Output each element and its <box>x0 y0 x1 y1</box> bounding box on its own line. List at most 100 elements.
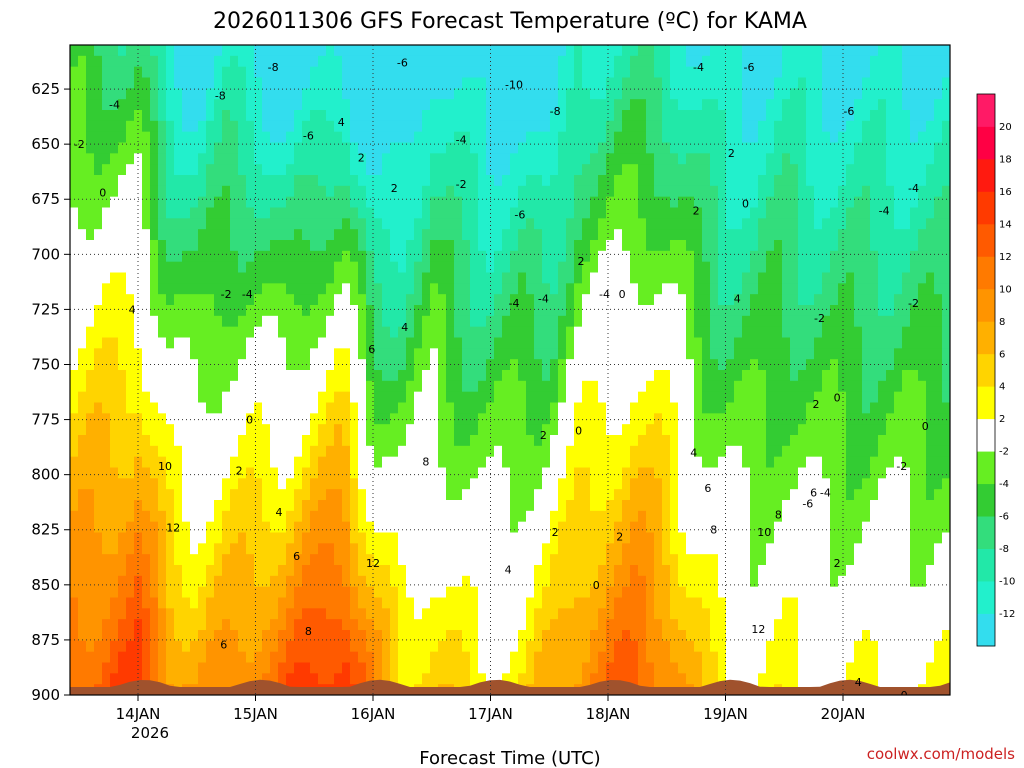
temperature-cell <box>238 651 247 664</box>
temperature-cell <box>390 88 399 100</box>
temperature-cell <box>662 315 671 328</box>
temperature-cell <box>382 424 391 436</box>
temperature-cell <box>190 640 199 653</box>
temperature-cell <box>510 142 519 154</box>
temperature-cell <box>254 196 263 209</box>
temperature-cell <box>606 467 615 479</box>
temperature-cell <box>662 294 671 306</box>
temperature-cell <box>438 532 447 544</box>
temperature-cell <box>566 597 575 609</box>
temperature-cell <box>86 88 95 100</box>
temperature-cell <box>414 651 423 664</box>
temperature-cell <box>318 630 327 642</box>
temperature-cell <box>142 66 151 79</box>
temperature-cell <box>534 370 543 382</box>
temperature-cell <box>366 565 375 577</box>
temperature-cell <box>430 348 439 360</box>
temperature-cell <box>510 164 519 176</box>
temperature-cell <box>318 424 327 436</box>
temperature-cell <box>334 673 343 685</box>
temperature-cell <box>246 272 255 284</box>
temperature-cell <box>670 575 679 588</box>
temperature-cell <box>550 337 559 349</box>
temperature-cell <box>470 315 479 328</box>
temperature-cell <box>654 586 663 599</box>
temperature-cell <box>582 229 591 241</box>
temperature-cell <box>614 597 623 609</box>
temperature-cell <box>582 521 591 534</box>
temperature-cell <box>190 500 199 512</box>
temperature-cell <box>574 207 583 219</box>
temperature-cell <box>702 619 711 631</box>
temperature-cell <box>390 532 399 544</box>
temperature-cell <box>334 608 343 620</box>
temperature-cell <box>214 120 223 133</box>
temperature-cell <box>678 510 687 523</box>
temperature-cell <box>550 131 559 144</box>
temperature-cell <box>686 435 695 447</box>
temperature-cell <box>86 240 95 252</box>
temperature-cell <box>430 489 439 501</box>
temperature-cell <box>678 402 687 414</box>
temperature-cell <box>294 131 303 144</box>
temperature-cell <box>566 185 575 198</box>
temperature-cell <box>646 413 655 425</box>
temperature-cell <box>142 640 151 653</box>
temperature-cell <box>550 619 559 631</box>
temperature-cell <box>334 554 343 566</box>
temperature-cell <box>166 99 175 111</box>
temperature-cell <box>558 218 567 230</box>
temperature-cell <box>462 597 471 609</box>
temperature-cell <box>374 586 383 599</box>
temperature-cell <box>606 532 615 544</box>
temperature-cell <box>206 175 215 187</box>
temperature-cell <box>542 164 551 176</box>
temperature-cell <box>78 120 87 133</box>
temperature-cell <box>246 554 255 566</box>
temperature-cell <box>294 402 303 414</box>
temperature-cell <box>326 153 335 165</box>
temperature-cell <box>542 77 551 89</box>
temperature-cell <box>430 250 439 263</box>
temperature-cell <box>86 77 95 89</box>
temperature-cell <box>422 45 431 57</box>
temperature-cell <box>518 608 527 620</box>
temperature-cell <box>110 315 119 328</box>
temperature-cell <box>502 586 511 599</box>
temperature-cell <box>398 315 407 328</box>
temperature-cell <box>310 413 319 425</box>
temperature-cell <box>718 131 727 144</box>
temperature-cell <box>118 66 127 79</box>
temperature-cell <box>334 619 343 631</box>
temperature-cell <box>630 110 639 122</box>
temperature-cell <box>478 651 487 664</box>
temperature-cell <box>78 305 87 317</box>
temperature-cell <box>718 456 727 469</box>
temperature-cell <box>694 413 703 425</box>
temperature-cell <box>414 500 423 512</box>
temperature-cell <box>630 283 639 295</box>
temperature-cell <box>622 673 631 685</box>
temperature-cell <box>662 88 671 100</box>
temperature-cell <box>478 597 487 609</box>
temperature-cell <box>702 554 711 566</box>
temperature-cell <box>662 207 671 219</box>
temperature-cell <box>94 402 103 414</box>
temperature-cell <box>454 99 463 111</box>
temperature-cell <box>622 45 631 57</box>
temperature-cell <box>214 207 223 219</box>
temperature-cell <box>222 337 231 349</box>
temperature-cell <box>454 261 463 274</box>
temperature-cell <box>590 554 599 566</box>
temperature-cell <box>102 673 111 685</box>
temperature-cell <box>670 532 679 544</box>
temperature-cell <box>94 77 103 89</box>
temperature-cell <box>294 66 303 79</box>
temperature-cell <box>110 99 119 111</box>
temperature-cell <box>198 543 207 555</box>
temperature-cell <box>670 445 679 458</box>
temperature-cell <box>550 532 559 544</box>
temperature-cell <box>494 478 503 490</box>
temperature-cell <box>438 673 447 685</box>
temperature-cell <box>110 402 119 414</box>
